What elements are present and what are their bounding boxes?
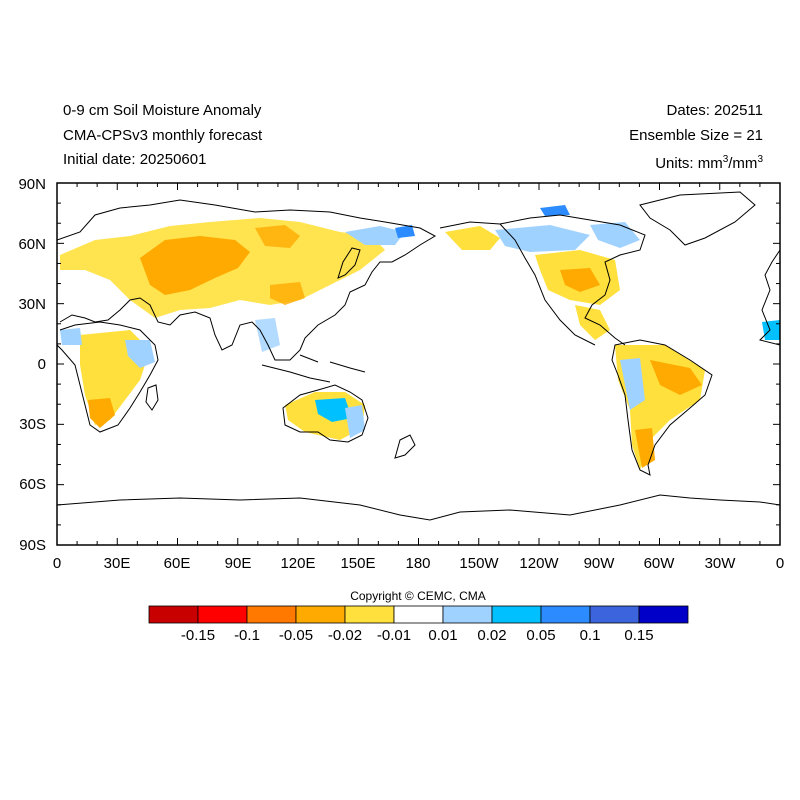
siberia-wet bbox=[345, 226, 405, 245]
model-subtitle: CMA-CPSv3 monthly forecast bbox=[63, 127, 263, 144]
colorbar-label: 0.02 bbox=[477, 627, 506, 644]
indonesia-coast bbox=[261, 354, 366, 383]
japan-coast bbox=[337, 247, 361, 279]
east-asia-dry bbox=[270, 282, 305, 305]
colorbar-label: -0.01 bbox=[377, 627, 411, 644]
south-america-coast bbox=[611, 339, 713, 476]
south-africa-dry bbox=[88, 398, 115, 428]
colorbar bbox=[148, 605, 689, 624]
y-label-90s: 90S bbox=[19, 537, 46, 554]
north-america-coast bbox=[439, 214, 646, 346]
colorbar-label: -0.1 bbox=[234, 627, 260, 644]
andes-wet bbox=[620, 358, 645, 410]
australia-wet bbox=[315, 398, 352, 422]
africa-wet-west bbox=[60, 328, 82, 345]
map-title: 0-9 cm Soil Moisture Anomaly bbox=[63, 102, 262, 119]
y-label-60s: 60S bbox=[19, 476, 46, 493]
colorbar-label: -0.02 bbox=[328, 627, 362, 644]
north-america-dry-mid bbox=[560, 268, 600, 292]
axis-ticks bbox=[56, 182, 781, 546]
australia-coast bbox=[282, 384, 369, 443]
brazil-dry-mid bbox=[650, 360, 702, 395]
colorbar-swatch bbox=[197, 605, 248, 624]
y-label-0: 0 bbox=[38, 356, 46, 373]
ensemble-size: Ensemble Size = 21 bbox=[629, 127, 763, 144]
y-axis-labels: 90N 60N 30N 0 30S 60S 90S bbox=[18, 176, 46, 554]
x-label-120e: 120E bbox=[280, 555, 315, 572]
x-label-30w: 30W bbox=[705, 555, 737, 572]
canada-wet bbox=[495, 225, 590, 252]
colorbar-swatch bbox=[148, 605, 199, 624]
europe-right-coast bbox=[759, 249, 780, 346]
x-label-0: 0 bbox=[53, 555, 61, 572]
mexico-dry bbox=[575, 305, 610, 340]
copyright-text: Copyright © CEMC, CMA bbox=[350, 589, 486, 603]
colorbar-swatch bbox=[540, 605, 591, 624]
colorbar-labels: -0.15 -0.1 -0.05 -0.02 -0.01 0.01 0.02 0… bbox=[181, 627, 654, 644]
x-label-30e: 30E bbox=[104, 555, 131, 572]
eurasia-coast bbox=[57, 199, 437, 361]
europe-right-wet bbox=[762, 320, 780, 340]
colorbar-label: 0.01 bbox=[428, 627, 457, 644]
colorbar-label: -0.15 bbox=[181, 627, 215, 644]
colorbar-label: -0.05 bbox=[279, 627, 313, 644]
x-label-0-end: 0 bbox=[776, 555, 784, 572]
greenland-coast bbox=[639, 191, 756, 246]
colorbar-swatch bbox=[638, 605, 689, 624]
colorbar-swatch bbox=[442, 605, 493, 624]
y-label-90n: 90N bbox=[18, 176, 46, 193]
x-label-60e: 60E bbox=[164, 555, 191, 572]
coastlines bbox=[57, 191, 780, 521]
australia-wet-light bbox=[345, 405, 365, 438]
colorbar-label: 0.1 bbox=[580, 627, 601, 644]
x-label-90e: 90E bbox=[225, 555, 252, 572]
india-wet bbox=[255, 318, 280, 352]
y-label-30s: 30S bbox=[19, 416, 46, 433]
x-label-180: 180 bbox=[405, 555, 430, 572]
units-label: Units: mm3/mm3 bbox=[655, 154, 763, 172]
y-label-60n: 60N bbox=[18, 236, 46, 253]
anomaly-shading bbox=[60, 205, 780, 470]
na-west-coast bbox=[499, 223, 596, 346]
madagascar-coast bbox=[145, 384, 159, 411]
forecast-dates: Dates: 202511 bbox=[666, 102, 763, 119]
africa-wet-east bbox=[125, 340, 155, 368]
antarctica-coast bbox=[57, 494, 780, 521]
colorbar-swatch bbox=[295, 605, 346, 624]
colorbar-swatch bbox=[344, 605, 395, 624]
x-label-150e: 150E bbox=[340, 555, 375, 572]
y-label-30n: 30N bbox=[18, 296, 46, 313]
colorbar-swatch bbox=[246, 605, 297, 624]
central-asia-dry-strong bbox=[140, 236, 250, 295]
far-east-wet-strong bbox=[395, 225, 415, 238]
eurasia-dry-mid bbox=[255, 225, 300, 248]
africa-coast bbox=[57, 321, 159, 433]
new-zealand-coast bbox=[394, 434, 416, 459]
hudson-wet bbox=[590, 222, 640, 248]
initial-date: Initial date: 20250601 bbox=[63, 151, 207, 168]
colorbar-label: 0.05 bbox=[526, 627, 555, 644]
arctic-wet bbox=[540, 205, 570, 216]
colorbar-label: 0.15 bbox=[624, 627, 653, 644]
colorbar-swatch bbox=[589, 605, 640, 624]
x-label-120w: 120W bbox=[519, 555, 559, 572]
x-label-60w: 60W bbox=[644, 555, 676, 572]
colorbar-swatch bbox=[393, 605, 444, 624]
x-axis-labels: 0 30E 60E 90E 120E 150E 180 150W 120W 90… bbox=[53, 555, 784, 572]
alaska-dry bbox=[445, 226, 500, 250]
x-label-150w: 150W bbox=[459, 555, 499, 572]
colorbar-swatch bbox=[491, 605, 542, 624]
x-label-90w: 90W bbox=[584, 555, 616, 572]
